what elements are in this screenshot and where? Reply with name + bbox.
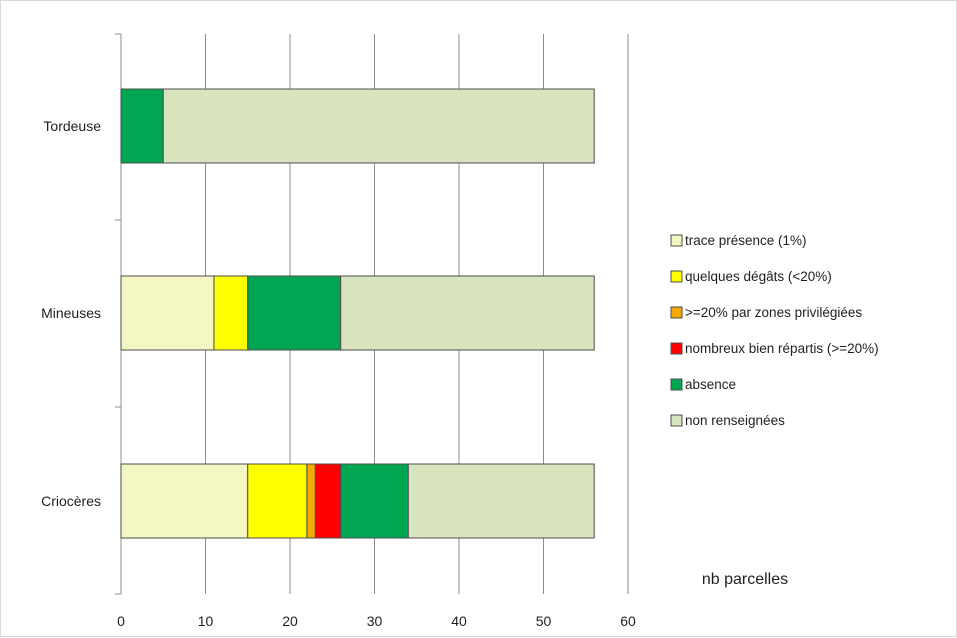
- bar-criocères-series-5: [407, 463, 595, 539]
- legend-swatch-5: [670, 414, 683, 427]
- x-axis-title: nb parcelles: [702, 571, 788, 588]
- bar-mineuses-series-0: [120, 275, 215, 351]
- x-tick-label-50: 50: [536, 613, 552, 629]
- legend-label-0: trace présence (1%): [685, 233, 807, 248]
- bar-tordeuse-series-4: [120, 88, 164, 164]
- bar-mineuses-series-4: [247, 275, 342, 351]
- x-tick-label-0: 0: [117, 613, 125, 629]
- legend-label-2: >=20% par zones privilégiées: [685, 305, 862, 320]
- category-label-1: Mineuses: [41, 305, 101, 321]
- x-tick-label-10: 10: [198, 613, 214, 629]
- legend-swatch-0: [670, 234, 683, 247]
- legend-label-4: absence: [685, 377, 736, 392]
- category-label-2: Criocères: [41, 493, 101, 509]
- bar-criocères-series-0: [120, 463, 249, 539]
- legend-label-3: nombreux bien répartis (>=20%): [685, 341, 879, 356]
- bar-criocères-series-1: [247, 463, 308, 539]
- legend-swatch-2: [670, 306, 683, 319]
- legend-label-5: non renseignées: [685, 413, 785, 428]
- legend-swatch-4: [670, 378, 683, 391]
- bar-criocères-series-2: [306, 463, 316, 539]
- x-tick-label-30: 30: [367, 613, 383, 629]
- legend-swatch-1: [670, 270, 683, 283]
- bar-criocères-series-3: [314, 463, 342, 539]
- x-tick-label-60: 60: [620, 613, 636, 629]
- x-tick-label-40: 40: [451, 613, 467, 629]
- x-tick-label-20: 20: [282, 613, 298, 629]
- bar-tordeuse-series-5: [162, 88, 595, 164]
- category-label-0: Tordeuse: [43, 118, 101, 134]
- legend-swatch-3: [670, 342, 683, 355]
- legend-label-1: quelques dégâts (<20%): [685, 269, 832, 284]
- bar-criocères-series-4: [340, 463, 409, 539]
- bar-mineuses-series-5: [340, 275, 595, 351]
- bar-mineuses-series-1: [213, 275, 249, 351]
